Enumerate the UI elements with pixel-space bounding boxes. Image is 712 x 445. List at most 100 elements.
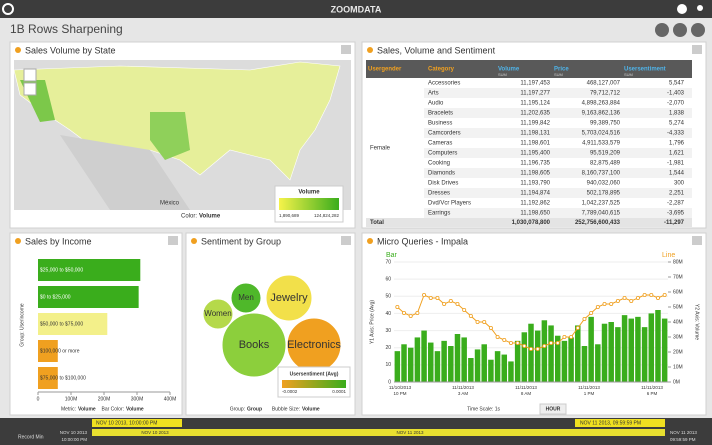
line-point: [655, 295, 660, 300]
table-row: [424, 118, 692, 128]
table-row: [424, 178, 692, 188]
user-icon[interactable]: [697, 5, 703, 11]
bar: [528, 323, 534, 382]
column-sub: SUM: [554, 72, 563, 77]
column-header: Usergender: [368, 67, 402, 73]
total-cell: Total: [370, 220, 384, 226]
expand-button[interactable]: [692, 236, 702, 245]
panel-icon: [15, 238, 21, 244]
table-cell: 11,193,790: [520, 181, 550, 187]
bubble: [202, 298, 234, 330]
table-cell: -3,695: [667, 211, 685, 217]
table-cell: 4,898,263,884: [582, 101, 621, 107]
y-tick-label: 30: [385, 328, 391, 334]
bar-label: $0 to $25,000: [40, 294, 71, 300]
table-cell: 1,042,237,525: [582, 201, 621, 207]
zoom-out[interactable]: [23, 82, 37, 96]
x-tick-label: 11/10/2013: [389, 385, 412, 390]
table-row: [424, 108, 692, 118]
bubble-legend-scale: [282, 380, 346, 388]
expand-button[interactable]: [341, 45, 351, 54]
line-point: [535, 346, 540, 351]
total-cell: 252,756,600,433: [575, 220, 621, 226]
table-row: [424, 138, 692, 148]
x-tick-label: 11/11/2013: [452, 385, 474, 390]
table-cell: Earrings: [428, 211, 450, 217]
bar: [394, 351, 401, 382]
total-cell: 1,030,078,800: [512, 220, 551, 226]
expand-button[interactable]: [692, 45, 702, 54]
table-cell: Camcorders: [428, 131, 461, 137]
add-button[interactable]: [691, 23, 705, 37]
expand-button[interactable]: [168, 236, 178, 245]
bar: [461, 337, 467, 382]
line-point: [615, 298, 620, 303]
map-country-label: México: [160, 201, 180, 207]
table-row: [424, 128, 692, 138]
x-tick-label: 11/11/2013: [641, 385, 663, 390]
help-icon[interactable]: [677, 4, 687, 14]
panel-icon: [15, 47, 21, 53]
table-cell: Accessories: [428, 81, 460, 87]
bar: [554, 335, 561, 382]
x-tick-label: 0: [37, 396, 40, 402]
line-point: [442, 301, 447, 306]
line-point: [662, 292, 667, 297]
table-cell: Cooking: [428, 161, 450, 167]
table-cell: Cameras: [428, 141, 452, 147]
star-button[interactable]: [655, 23, 669, 37]
caption-key: Group:: [230, 406, 245, 412]
map-legend-max: 124,824,282: [314, 213, 340, 218]
range-strip: [92, 429, 665, 436]
map-legend-scale: [279, 198, 339, 210]
table-cell: 2,251: [669, 191, 685, 197]
line-series-label: Line: [662, 252, 675, 259]
zoom-in[interactable]: [23, 68, 37, 82]
bar: [38, 286, 139, 308]
panel-title: Sales Volume by State: [25, 45, 116, 55]
y2-tick-label: 40M: [673, 319, 683, 325]
line-point: [475, 319, 480, 324]
panel-icon: [191, 238, 197, 244]
bubble-label: Women: [204, 309, 231, 318]
settings-icon[interactable]: [2, 3, 14, 15]
panel-title: Sentiment by Group: [201, 236, 281, 246]
table-cell: 11,194,874: [520, 191, 550, 197]
y-tick-label: 20: [385, 345, 391, 351]
table-cell: 8,160,737,100: [582, 171, 621, 177]
bar: [414, 337, 421, 382]
tl-tick: NOV 10 2013: [60, 430, 88, 435]
line-point: [408, 313, 413, 318]
table-cell: 4,911,533,579: [582, 141, 621, 147]
bar: [38, 259, 141, 281]
caption-value: Group: [247, 406, 262, 412]
y2-tick-label: 0M: [673, 379, 680, 385]
line-point: [562, 334, 567, 339]
line-point: [569, 334, 574, 339]
bar: [407, 347, 414, 382]
panel-icon: [367, 47, 373, 53]
line-point: [522, 343, 527, 348]
tl-tick: NOV 11 2013: [670, 430, 697, 435]
table-cell: 1,621: [669, 151, 685, 157]
share-button[interactable]: [673, 23, 687, 37]
y2-tick-label: 20M: [673, 349, 683, 355]
bar: [428, 342, 434, 382]
expand-button[interactable]: [341, 236, 351, 245]
bubble: [221, 312, 287, 378]
y-tick-label: 10: [385, 362, 391, 368]
line-point: [502, 337, 507, 342]
line-point: [415, 310, 420, 315]
line-point: [462, 307, 467, 312]
bar: [541, 320, 548, 382]
table-cell: 5,703,024,516: [582, 131, 621, 137]
map-mexico: [60, 135, 190, 210]
unit-button[interactable]: [539, 403, 567, 415]
table-cell: 11,197,277: [520, 91, 550, 97]
x-tick-label: 1 PM: [584, 391, 595, 396]
line-point: [422, 292, 427, 297]
y-tick-label: 70: [385, 259, 391, 265]
bar: [468, 358, 474, 382]
